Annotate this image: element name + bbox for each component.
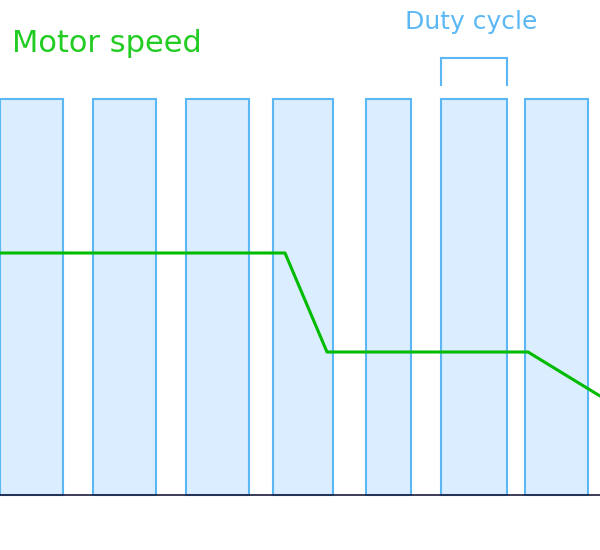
Bar [441,99,507,495]
Bar [525,99,588,495]
Bar [93,99,156,495]
Bar [366,99,411,495]
Bar [0,99,63,495]
Bar [186,99,249,495]
Text: Motor speed: Motor speed [12,30,202,58]
Text: Duty cycle: Duty cycle [405,10,537,34]
Bar [273,99,333,495]
